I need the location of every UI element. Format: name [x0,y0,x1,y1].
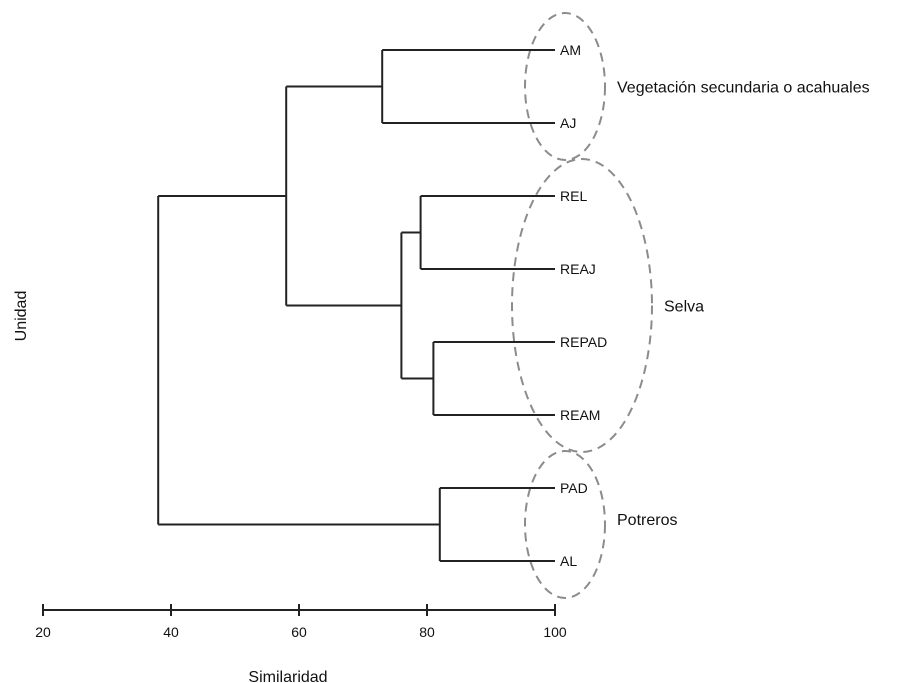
leaf-label-reaj: REAJ [560,261,596,277]
x-axis: 20 40 60 80 100 [35,604,567,640]
leaf-label-repad: REPAD [560,334,607,350]
group-label-vegetacion-secundaria-o-acahuales: Vegetación secundaria o acahuales [617,80,870,97]
x-axis-label: Similaridad [248,669,327,683]
leaf-label-rel: REL [560,188,587,204]
group-label-potreros: Potreros [617,512,677,529]
leaf-labels: AM AJ REL REAJ REPAD REAM PAD AL [560,42,607,569]
dendrogram-branches [157,49,555,562]
group-label-selva: Selva [664,299,704,316]
x-tick-label-100: 100 [543,624,567,640]
x-tick-label-20: 20 [35,624,51,640]
x-tick-label-60: 60 [291,624,307,640]
x-tick-label-40: 40 [163,624,179,640]
leaf-label-am: AM [560,42,581,58]
x-tick-label-80: 80 [419,624,435,640]
x-axis-ticks: 20 40 60 80 100 [35,604,567,640]
cluster-ellipse-potreros [524,450,606,599]
leaf-label-aj: AJ [560,115,576,131]
group-labels: Vegetación secundaria o acahuales Selva Po… [617,80,870,530]
cluster-ellipse-vegetacion-secundaria-o-acahuales [524,12,606,161]
y-axis-label: Unidad [13,291,30,342]
leaf-label-ream: REAM [560,407,600,423]
leaf-label-pad: PAD [560,480,588,496]
leaf-label-al: AL [560,553,577,569]
cluster-ellipse-selva [511,158,653,453]
cluster-ellipses [511,12,653,599]
